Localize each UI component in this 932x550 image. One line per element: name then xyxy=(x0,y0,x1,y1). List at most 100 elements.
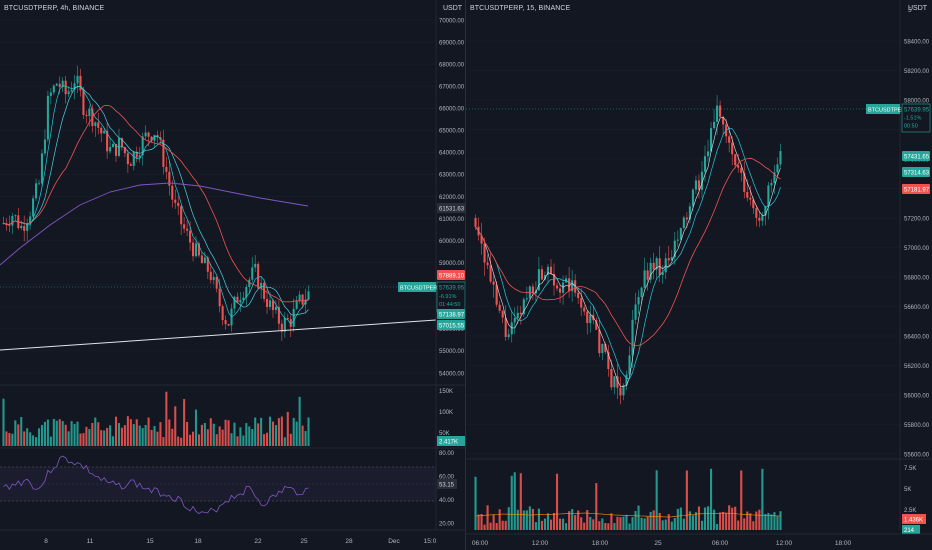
candle-body xyxy=(67,91,70,95)
ma2-tag-bg xyxy=(902,167,930,177)
candle-body xyxy=(519,312,522,315)
time-axis: 06:00 12:00 18:00 25 06:00 12:00 18:00 xyxy=(466,533,932,547)
candle-body xyxy=(183,224,186,229)
volume-bar xyxy=(174,406,177,446)
volume-bar xyxy=(245,423,248,446)
ma-top-tag: 61531.63 xyxy=(439,206,465,212)
candle-body xyxy=(20,225,23,229)
volume-bar xyxy=(477,514,480,530)
volume-bar xyxy=(658,512,661,530)
candle-body xyxy=(673,240,676,258)
candles xyxy=(2,65,310,341)
volume-bar xyxy=(607,523,610,530)
candle-body xyxy=(242,297,245,300)
volume-bar xyxy=(725,513,728,530)
candle-body xyxy=(266,298,269,308)
candle-body xyxy=(480,235,483,244)
time-axis-label: 15 xyxy=(146,538,154,545)
volume-bar xyxy=(43,421,46,446)
rsi-axis-label: 60.00 xyxy=(439,475,455,481)
candle-body xyxy=(776,164,779,173)
volume-bar xyxy=(537,508,540,530)
ma-top-tag-bg xyxy=(437,203,465,213)
volume-bar xyxy=(162,437,165,446)
volume-bar xyxy=(230,433,233,446)
candle-body xyxy=(555,285,559,289)
volume-bar xyxy=(655,470,658,530)
ma-low2-tag-bg xyxy=(437,320,465,330)
candle-body xyxy=(236,296,239,303)
candles xyxy=(474,95,782,405)
volume-bar xyxy=(685,470,688,530)
volume-axis-label: 100K xyxy=(439,410,453,416)
candle-body xyxy=(156,134,159,138)
volume-bar xyxy=(274,425,277,446)
grid xyxy=(466,40,900,455)
volume-bar xyxy=(153,426,156,446)
candle-body xyxy=(307,291,310,300)
candle-body xyxy=(670,257,673,261)
candle-body xyxy=(112,143,115,148)
time-axis-label: 12:00 xyxy=(532,540,549,547)
volume-bar xyxy=(682,518,685,530)
candle-body xyxy=(168,171,171,186)
pane-divider[interactable] xyxy=(465,0,466,550)
time-axis-label: 22 xyxy=(254,538,262,545)
candle-body xyxy=(224,320,227,325)
volume-tag: 2.417K xyxy=(439,440,458,446)
candle-body xyxy=(568,278,571,292)
candle-body xyxy=(79,75,82,91)
volume-bar xyxy=(227,420,230,446)
candle-body xyxy=(604,343,607,352)
time-axis-label: 06:00 xyxy=(712,540,729,547)
chart-15m[interactable]: BTCUSDTPERP, 15, BINANCE USDT 5 58400.00 5… xyxy=(466,0,932,550)
candle-body xyxy=(162,139,165,167)
candle-body xyxy=(257,263,260,289)
time-axis-label: 25 xyxy=(300,538,308,545)
candle-body xyxy=(713,121,716,129)
volume-bar xyxy=(722,511,725,530)
candle-body xyxy=(492,281,495,285)
chart-15m-canvas[interactable]: 558400.0058200.0058000.0057800.0057600.0… xyxy=(466,0,932,550)
volume-bar xyxy=(8,432,11,446)
volume-bar xyxy=(664,519,667,530)
volume-bar xyxy=(82,433,85,446)
volume-bar xyxy=(773,512,776,530)
volume-bar xyxy=(628,523,631,530)
volume-bar xyxy=(212,423,215,446)
candle-body xyxy=(589,314,592,324)
candle-body xyxy=(85,115,88,117)
volume-bar xyxy=(251,429,254,446)
candle-body xyxy=(239,299,242,303)
volume-bar xyxy=(703,507,707,530)
candle-body xyxy=(165,166,168,172)
candle-body xyxy=(571,280,574,292)
candle-body xyxy=(260,282,263,289)
volume-bar xyxy=(2,398,5,446)
volume-bar xyxy=(32,435,35,446)
volume-bar xyxy=(643,518,646,530)
last-label-bg xyxy=(398,282,436,292)
price-axis-label: 70000.00 xyxy=(439,18,465,24)
volume-bar xyxy=(52,418,55,446)
volume-bar xyxy=(289,433,292,446)
chart-4h[interactable]: BTCUSDTPERP, 4h, BINANCE USDT 70000.00 69… xyxy=(0,0,465,550)
volume-bar xyxy=(492,514,495,530)
volume-bar xyxy=(147,417,150,446)
candle-body xyxy=(770,183,773,186)
volume-bar xyxy=(758,509,761,530)
volume-bar xyxy=(486,505,489,530)
candle-body xyxy=(194,243,198,257)
candle-body xyxy=(577,292,580,299)
volume-bar xyxy=(94,417,97,446)
candle-body xyxy=(700,171,704,190)
candle-body xyxy=(292,308,295,327)
volume-bar xyxy=(17,424,20,446)
volume-bar xyxy=(171,428,174,446)
volume-bar xyxy=(661,520,664,530)
volume-bar xyxy=(580,517,583,530)
volume-bar xyxy=(295,421,298,446)
candle-body xyxy=(495,284,498,305)
chart-4h-canvas[interactable]: 70000.00 69000.00 68000.00 67000.00 66000.00… xyxy=(0,0,465,550)
